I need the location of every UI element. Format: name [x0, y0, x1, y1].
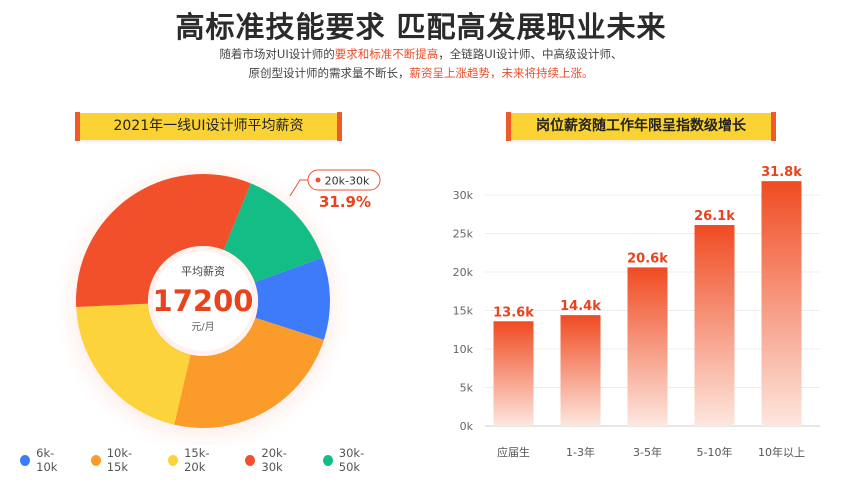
legend-label: 15k-20k	[184, 446, 210, 474]
callout-dot	[315, 177, 321, 183]
callout-leader-line	[289, 179, 308, 197]
y-tick-label: 0k	[460, 420, 474, 433]
y-tick-label: 15k	[453, 305, 474, 318]
x-tick-label: 3-5年	[633, 445, 662, 459]
bar-value-label: 26.1k	[694, 209, 735, 224]
y-tick-label: 10k	[453, 343, 474, 356]
bar-value-label: 20.6k	[627, 251, 668, 266]
center-label: 平均薪资	[181, 265, 225, 278]
subtitle-highlight: 要求和标准不断提高	[334, 47, 439, 61]
legend-item-15k-20k: 15k-20k	[167, 446, 227, 474]
pie-slice-30k-50k	[223, 183, 323, 283]
legend-item-30k-50k: 30k-50k	[322, 446, 382, 474]
bar-value-label: 13.6k	[493, 305, 534, 320]
subtitle-text: 原创型设计师的需求量不断长，	[248, 66, 410, 80]
legend-dot	[245, 454, 256, 466]
donut-center	[148, 246, 258, 356]
page-title: 高标准技能要求 匹配高发展职业未来	[175, 10, 667, 44]
legend-dot	[20, 454, 31, 466]
center-unit: 元/月	[191, 321, 214, 333]
legend-dot	[167, 454, 179, 466]
pie-legend: 6k-10k 10k-15k 15k-20k 20k-30k 30k-50k	[20, 446, 400, 474]
legend-item-10k-15k: 10k-15k	[90, 446, 150, 474]
x-tick-label: 10年以上	[758, 445, 805, 459]
pie-slice-20k-30k	[76, 173, 251, 308]
legend-label: 30k-50k	[338, 446, 365, 474]
legend-dot	[322, 454, 333, 466]
pie-slice-10k-15k	[174, 317, 324, 428]
legend-item-20k-30k: 20k-30k	[245, 446, 304, 474]
callout-value: 31.9%	[319, 193, 371, 211]
x-tick-label: 应届生	[497, 445, 530, 459]
subtitle-text: ，全链路UI设计师、中高级设计师、	[438, 47, 623, 61]
salary-bar-chart: 0k 5k 10k 15k 20k 25k 30k 13.6k 应届生 14.4k 1-3年 20.6…	[453, 165, 820, 459]
donut-center-halo	[147, 245, 259, 357]
salary-donut-chart: 平均薪资 17200 元/月 20k-30k 31.9%	[72, 169, 381, 436]
x-tick-label: 1-3年	[566, 445, 595, 459]
bar-10年以上	[761, 181, 802, 426]
y-tick-label: 5k	[460, 382, 474, 395]
legend-dot	[90, 454, 101, 466]
center-value: 17200	[153, 284, 254, 318]
bar-5-10年	[694, 225, 735, 426]
y-tick-label: 25k	[453, 228, 474, 241]
callout-box	[307, 169, 381, 191]
legend-item-6k-10k: 6k-10k	[20, 446, 73, 474]
bar-应届生	[493, 321, 534, 426]
legend-label: 10k-15k	[106, 446, 133, 474]
legend-label: 20k-30k	[261, 446, 287, 474]
bar-1-3年	[560, 315, 601, 426]
subtitle-line-1: 随着市场对UI设计师的要求和标准不断提高，全链路UI设计师、中高级设计师、	[0, 46, 842, 62]
subtitle-highlight: 薪资呈上涨趋势，未来将持续上涨。	[409, 66, 594, 80]
subtitle-line-2: 原创型设计师的需求量不断长，薪资呈上涨趋势，未来将持续上涨。	[0, 65, 842, 81]
bar-chart-title: 岗位薪资随工作年限呈指数级增长	[506, 112, 776, 141]
x-tick-label: 5-10年	[697, 445, 733, 459]
pie-chart-title: 2021年一线UI设计师平均薪资	[75, 112, 342, 141]
pie-slice-15k-20k	[76, 303, 191, 425]
legend-label: 6k-10k	[36, 446, 58, 474]
subtitle-text: 随着市场对UI设计师的	[219, 47, 335, 61]
bar-value-label: 14.4k	[560, 299, 601, 314]
pie-slice-6k-10k	[254, 257, 331, 340]
callout-label: 20k-30k	[325, 175, 370, 188]
y-tick-label: 30k	[453, 189, 474, 202]
bar-value-label: 31.8k	[761, 165, 802, 180]
bar-3-5年	[627, 267, 668, 426]
y-tick-label: 20k	[453, 266, 474, 279]
